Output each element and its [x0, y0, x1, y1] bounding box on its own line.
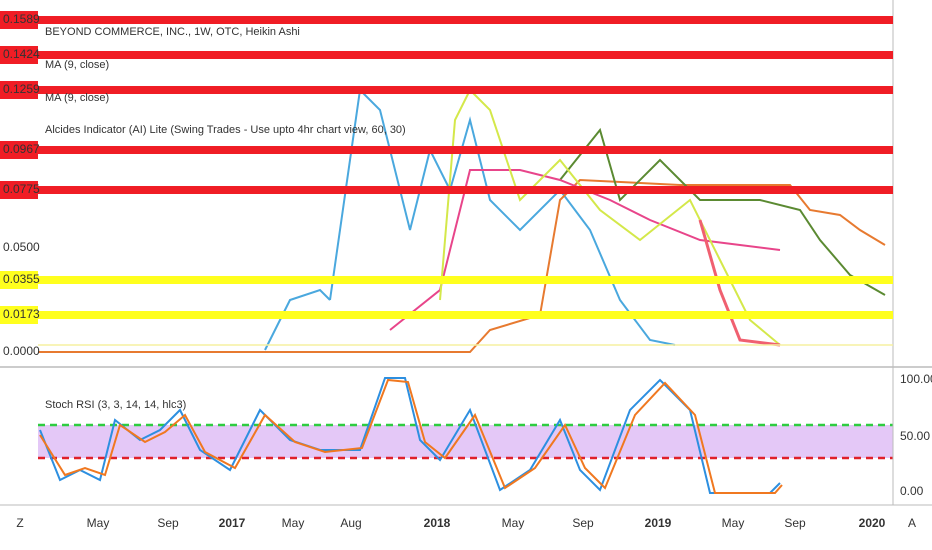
- level-tag: [0, 181, 38, 199]
- level-line: [38, 51, 893, 59]
- time-label: 2017: [219, 516, 246, 530]
- time-label: Sep: [572, 516, 594, 530]
- orange-line: [38, 178, 886, 353]
- rsi-band: [38, 425, 893, 458]
- zoom-button[interactable]: Z: [16, 516, 23, 530]
- time-label: May: [722, 516, 745, 530]
- study-label: Alcides Indicator (AI) Lite (Swing Trade…: [45, 124, 406, 136]
- level-label: 0.0967: [3, 142, 40, 156]
- level-label: 0.0173: [3, 307, 40, 321]
- stoch-d: [39, 378, 783, 494]
- symbol-title: BEYOND COMMERCE, INC., 1W, OTC, Heikin A…: [45, 26, 300, 38]
- pink-line: [389, 169, 781, 331]
- level-tag: [0, 11, 38, 29]
- level-label: 0.1589: [3, 12, 40, 26]
- time-label: May: [87, 516, 110, 530]
- time-label: Sep: [784, 516, 806, 530]
- time-label: May: [282, 516, 305, 530]
- level-label: 0.0355: [3, 272, 40, 286]
- time-label: Aug: [340, 516, 361, 530]
- level-label: 0.0000: [3, 344, 40, 358]
- level-label: 0.0775: [3, 182, 40, 196]
- level-line: [38, 276, 893, 284]
- green-line: [559, 127, 886, 296]
- study-label: MA (9, close): [45, 59, 109, 71]
- level-line: [38, 311, 893, 319]
- legend: BEYOND COMMERCE, INC., 1W, OTC, Heikin A…: [45, 26, 406, 411]
- level-line: [38, 146, 893, 154]
- rsi-axis-label: 100.00: [900, 372, 932, 386]
- auto-button[interactable]: A: [908, 516, 916, 530]
- study-label: MA (9, close): [45, 92, 109, 104]
- time-label: 2018: [424, 516, 451, 530]
- level-label: 0.0500: [3, 240, 40, 254]
- level-tag: [0, 81, 38, 99]
- yellow-line: [439, 88, 781, 346]
- price-levels: 0.1589 0.1424 0.1259 0.0967 0.0775 0.0500 0.03…: [0, 11, 893, 358]
- level-tag: [0, 141, 38, 159]
- level-tag: [0, 306, 38, 324]
- level-line: [38, 186, 893, 194]
- level-label: 0.1259: [3, 82, 40, 96]
- rsi-axis-label: 50.00: [900, 429, 930, 443]
- axes: 100.00 50.00 0.00 May Sep 2017 May Aug 2018 May Se…: [16, 372, 932, 530]
- level-tag: [0, 271, 38, 289]
- time-label: 2020: [859, 516, 886, 530]
- time-label: Sep: [157, 516, 179, 530]
- level-line: [38, 86, 893, 94]
- level-label: 0.1424: [3, 47, 40, 61]
- level-line: [38, 16, 893, 24]
- level-tag: [0, 46, 38, 64]
- time-label: May: [502, 516, 525, 530]
- blue-line: [264, 288, 331, 351]
- time-label: 2019: [645, 516, 672, 530]
- rsi-axis-label: 0.00: [900, 484, 924, 498]
- oscillator-title: Stoch RSI (3, 3, 14, 14, hlc3): [45, 399, 186, 411]
